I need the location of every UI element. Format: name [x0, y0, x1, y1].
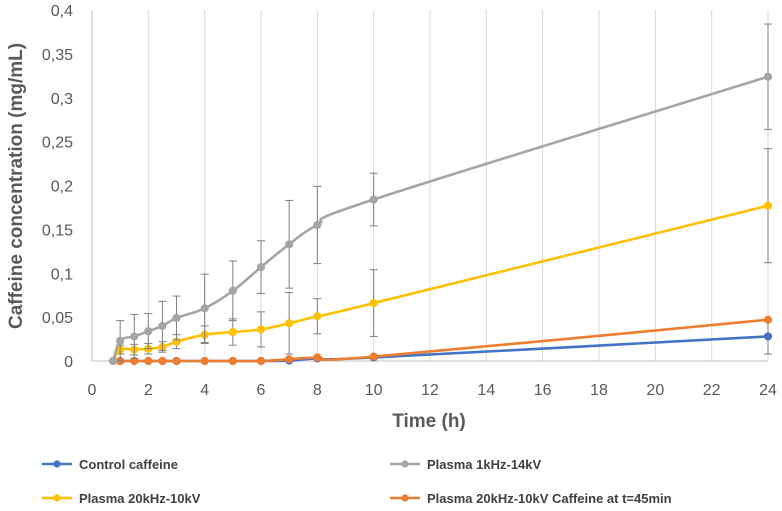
legend-swatch-marker [53, 494, 61, 502]
x-tick-label: 6 [257, 382, 266, 399]
data-point [200, 304, 209, 313]
data-point [256, 325, 266, 334]
x-tick-label: 0 [88, 382, 97, 399]
x-tick-label: 14 [477, 382, 495, 399]
series-plasma-20khz-10kv-caffeine-at-t-45min [109, 315, 773, 366]
data-point [172, 356, 181, 366]
data-point [313, 220, 322, 230]
y-axis-title: Caffeine concentration (mg/mL) [6, 43, 27, 329]
y-tick-label: 0,1 [51, 266, 73, 283]
data-point [144, 327, 153, 336]
legend: Control caffeine Plasma 1kHz-14kV Plasma 2… [42, 457, 672, 506]
data-point [313, 353, 322, 362]
data-point [228, 286, 237, 295]
legend-item: Plasma 20kHz-10kV Caffeine at t=45min [390, 491, 672, 506]
legend-item: Plasma 20kHz-10kV [42, 491, 201, 506]
x-tick-label: 12 [421, 382, 439, 399]
series-line [111, 204, 769, 362]
x-tick-label: 24 [759, 382, 777, 399]
data-point [763, 201, 773, 210]
data-point [228, 327, 237, 337]
data-point [200, 356, 209, 366]
grid [147, 10, 769, 361]
data-point [763, 332, 773, 341]
data-point [256, 263, 266, 272]
y-tick-labels: 0 0,05 0,1 0,15 0,2 0,25 0,3 0,35 0,4 [42, 3, 73, 371]
series-plasma-1khz-14kv [109, 23, 773, 366]
x-tick-label: 16 [534, 382, 552, 399]
data-point [763, 315, 773, 324]
x-tick-label: 18 [590, 382, 608, 399]
data-point [369, 298, 378, 308]
data-point [158, 321, 167, 330]
x-tick-label: 4 [200, 382, 209, 399]
x-tick-label: 2 [144, 382, 153, 399]
y-tick-label: 0,35 [42, 47, 73, 64]
data-point [130, 332, 139, 341]
y-tick-label: 0,2 [51, 179, 73, 196]
series-line [111, 75, 769, 362]
x-tick-label: 8 [313, 382, 322, 399]
x-tick-label: 22 [703, 382, 721, 399]
x-tick-label: 20 [646, 382, 664, 399]
y-tick-label: 0,3 [51, 91, 73, 108]
series-control-caffeine [109, 318, 773, 366]
data-point [144, 356, 153, 366]
data-point [109, 356, 118, 366]
data-point [369, 352, 378, 361]
x-tick-label: 10 [365, 382, 383, 399]
legend-item: Plasma 1kHz-14kV [390, 457, 542, 472]
data-point [256, 356, 266, 366]
data-point [172, 313, 181, 323]
data-point [369, 195, 378, 204]
data-point [763, 72, 773, 81]
series-line [113, 335, 769, 363]
x-tick-labels: 0 2 4 6 8 10 12 14 16 18 20 22 24 [88, 382, 777, 399]
series [109, 23, 773, 366]
data-point [285, 319, 294, 328]
data-point [228, 356, 237, 366]
legend-swatch-marker [401, 494, 409, 502]
x-axis-title: Time (h) [392, 411, 466, 432]
data-point [313, 312, 322, 321]
series-plasma-20khz-10kv [109, 148, 773, 366]
data-point [285, 240, 294, 249]
legend-label: Plasma 20kHz-10kV [79, 491, 201, 506]
y-tick-label: 0,4 [51, 3, 73, 20]
legend-label: Plasma 1kHz-14kV [427, 457, 542, 472]
y-tick-label: 0,25 [42, 135, 73, 152]
legend-label: Plasma 20kHz-10kV Caffeine at t=45min [427, 491, 672, 506]
y-tick-label: 0 [64, 354, 73, 371]
data-point [158, 356, 167, 366]
data-point [285, 355, 294, 364]
legend-swatch-marker [53, 460, 61, 468]
y-tick-label: 0,05 [42, 310, 73, 327]
legend-swatch-marker [401, 460, 409, 468]
y-tick-label: 0,15 [42, 222, 73, 239]
data-point [116, 336, 125, 345]
legend-label: Control caffeine [79, 457, 178, 472]
legend-item: Control caffeine [42, 457, 178, 472]
